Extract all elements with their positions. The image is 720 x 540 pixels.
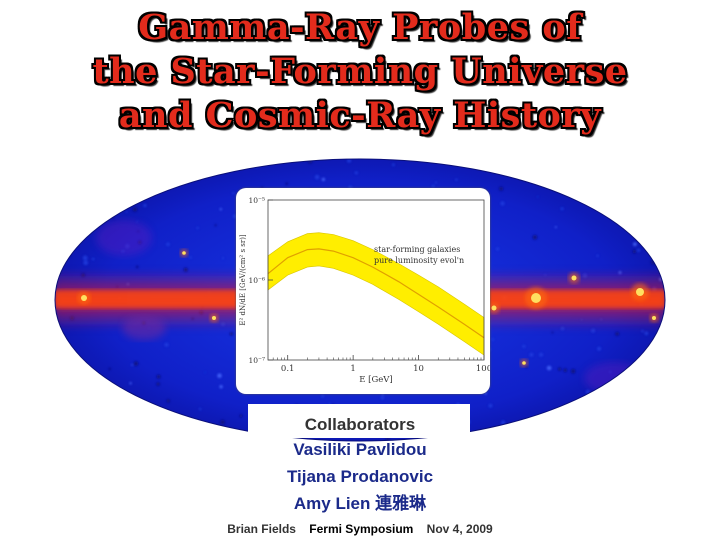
x-tick-label: 100: [476, 364, 490, 374]
footer-date: Nov 4, 2009: [426, 522, 493, 536]
y-axis-label: E² dN/dE [GeV/(cm² s sr)]: [239, 234, 247, 326]
gamma-ray-spectrum-chart: 0.1 1 10 100 10⁻⁵ 10⁻⁶ 10⁻⁷ E [GeV] E² dN/dE [Ge…: [239, 196, 490, 385]
footer-author: Brian Fields: [227, 522, 296, 536]
x-tick-label: 1: [350, 364, 355, 374]
x-axis-label: E [GeV]: [359, 375, 393, 385]
collaborators-header-box: [248, 404, 470, 438]
title-line-3: and Cosmic-Ray History: [118, 95, 602, 136]
collaborator-name: Vasiliki Pavlidou: [293, 440, 427, 459]
collaborator-name: Tijana Prodanovic: [286, 467, 434, 486]
x-tick-label: 0.1: [281, 364, 295, 374]
title-line-2: the Star-Forming Universe: [92, 51, 628, 92]
series-line-star-forming-galaxies: [267, 248, 485, 339]
legend-line-2: pure luminosity evol'n: [374, 256, 464, 265]
footer: Brian Fields Fermi Symposium Nov 4, 2009: [0, 522, 720, 536]
y-tick-label: 10⁻⁶: [248, 276, 265, 285]
spectrum-plot-card: 0.1 1 10 100 10⁻⁵ 10⁻⁶ 10⁻⁷ E [GeV] E² dN/dE [Ge…: [236, 188, 490, 394]
title-line-1: Gamma-Ray Probes of: [138, 7, 582, 48]
y-tick-label: 10⁻⁵: [248, 196, 265, 205]
collaborators-heading: Collaborators: [304, 415, 416, 434]
footer-event: Fermi Symposium: [309, 522, 414, 536]
collaborator-name: Amy Lien 連雅琳: [293, 494, 427, 513]
collaborators-list: Collaborators Vasiliki Pavlidou Tijana P…: [0, 413, 720, 517]
x-tick-label: 10: [413, 364, 424, 374]
slide-title: Gamma-Ray Probes of the Star-Forming Uni…: [0, 6, 720, 138]
y-tick-label: 10⁻⁷: [248, 356, 265, 365]
legend-line-1: star-forming galaxies: [374, 245, 460, 254]
